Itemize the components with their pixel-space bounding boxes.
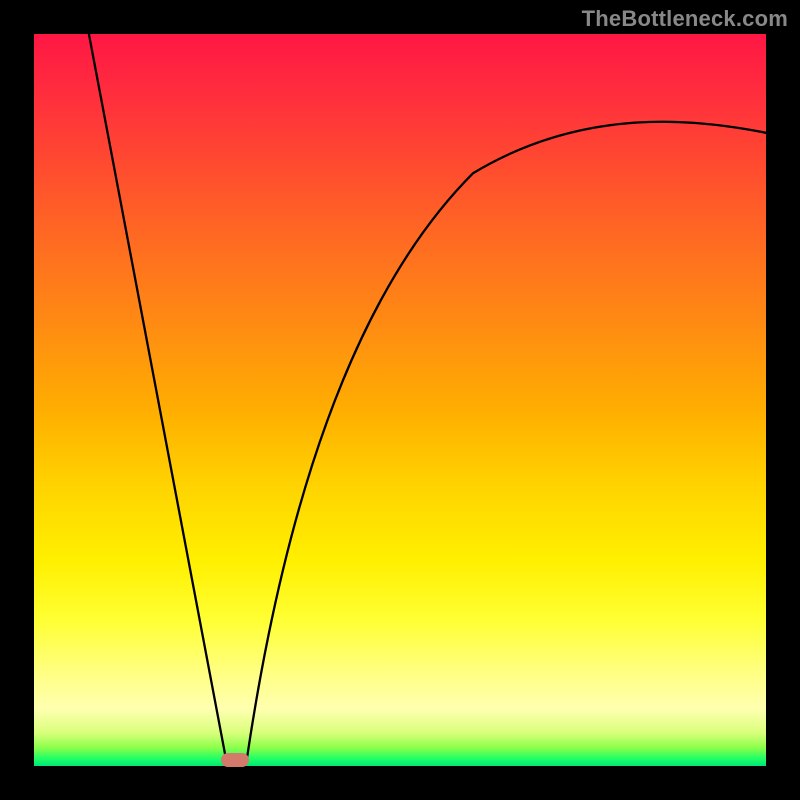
watermark-label: TheBottleneck.com bbox=[582, 6, 788, 32]
chart-container: TheBottleneck.com bbox=[0, 0, 800, 800]
plot-area bbox=[34, 34, 766, 766]
optimum-marker bbox=[221, 753, 249, 767]
gradient-background bbox=[34, 34, 766, 766]
